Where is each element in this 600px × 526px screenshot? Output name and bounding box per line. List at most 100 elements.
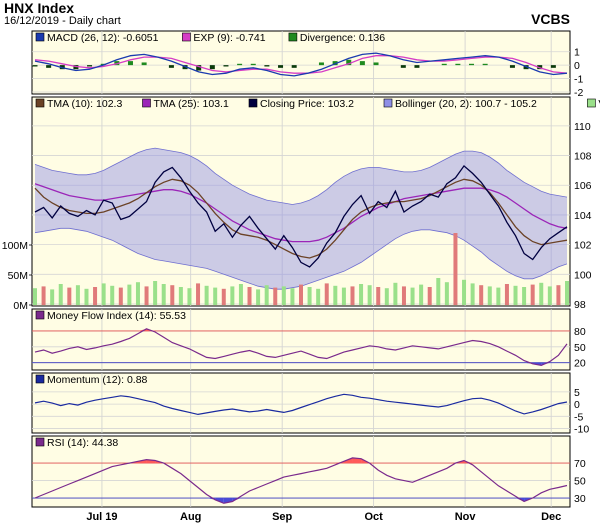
tma25-line [34, 183, 568, 243]
chart-subtitle: 16/12/2019 - Daily chart [4, 15, 121, 27]
volume-bar-16 [170, 285, 175, 305]
volume-bar-18 [187, 288, 192, 305]
panel-frame-1 [31, 96, 571, 307]
legend-label-1-3: Bollinger (20, 2): 100.7 - 105.2 [395, 98, 537, 110]
divergence-bar-0 [32, 65, 38, 67]
legend-swatch-0-2 [288, 32, 298, 42]
divergence-bar-15 [237, 63, 243, 66]
volume-bar-55 [504, 284, 509, 305]
volume-bar-23 [230, 286, 235, 305]
volume-bar-62 [565, 281, 569, 305]
volume-bar-7 [93, 287, 98, 305]
overbought-fill-4-38 [352, 457, 362, 464]
ytick-label-1-0: 110 [574, 121, 591, 133]
volume-bar-42 [393, 282, 398, 305]
volume-bar-31 [299, 284, 303, 305]
divergence-bar-27 [400, 65, 406, 68]
volume-bar-17 [178, 287, 183, 305]
divergence-bar-24 [359, 61, 365, 66]
volume-bar-28 [273, 287, 278, 305]
volume-bar-0 [33, 288, 37, 305]
legend-label-2-0: Money Flow Index (14): 55.53 [47, 310, 186, 322]
volume-bar-53 [487, 286, 492, 305]
divergence-bar-28 [414, 65, 420, 68]
x-tick-label-4: Nov [455, 511, 477, 523]
divergence-bar-10 [168, 65, 174, 68]
volume-bar-3 [58, 284, 63, 305]
volume-bar-39 [367, 285, 372, 305]
ytick-label-1-1: 108 [574, 151, 592, 163]
volume-bar-21 [213, 287, 218, 305]
legend-swatch-1-1 [142, 98, 151, 108]
volume-bar-50 [462, 279, 467, 305]
ytick-label-2-0: 80 [574, 326, 586, 338]
volume-bar-1 [41, 286, 46, 305]
ytick-label-2-1: 50 [574, 342, 586, 354]
ytick-label-0-1: 0 [574, 60, 580, 72]
vol-tick-label-1: 50M [8, 270, 28, 282]
divergence-bar-35 [509, 65, 515, 68]
ytick-label-0-0: 1 [574, 47, 580, 59]
volume-bar-40 [376, 287, 381, 305]
ytick-label-0-3: -2 [574, 87, 583, 99]
broker-label: VCBS [531, 11, 570, 27]
volume-bar-45 [419, 284, 424, 305]
ytick-label-1-6: 98 [574, 299, 586, 311]
legend-swatch-1-3 [383, 98, 393, 108]
divergence-bar-30 [441, 63, 447, 66]
volume-bar-41 [384, 288, 389, 305]
bollinger-band [35, 148, 567, 290]
volume-bar-4 [67, 287, 72, 305]
volume-bar-61 [556, 285, 561, 305]
volume-bar-26 [256, 289, 261, 305]
divergence-bar-1 [46, 65, 52, 68]
volume-bar-43 [401, 286, 406, 305]
volume-bar-24 [238, 284, 243, 305]
x-tick-label-3: Oct [364, 511, 383, 523]
legend-swatch-2-0 [35, 310, 45, 320]
ytick-label-1-3: 104 [574, 210, 592, 222]
volume-bar-37 [350, 286, 355, 305]
divergence-bar-33 [482, 63, 488, 66]
volume-bar-8 [101, 283, 106, 305]
panel-frame-3 [31, 372, 571, 434]
overbought-fill-4-51 [464, 460, 473, 464]
volume-bar-29 [281, 286, 286, 305]
volume-bar-33 [316, 288, 321, 305]
divergence-bar-21 [318, 62, 324, 66]
legend-label-3-0: Momentum (12): 0.88 [47, 374, 148, 386]
divergence-bar-18 [278, 65, 284, 68]
volume-bar-25 [247, 287, 252, 305]
legend-label-1-0: TMA (10): 102.3 [47, 98, 122, 110]
volume-bar-5 [75, 285, 80, 305]
divergence-bar-13 [209, 65, 215, 70]
panel-frame-2 [31, 308, 571, 371]
divergence-bar-17 [264, 65, 270, 67]
x-tick-label-5: Dec [541, 511, 561, 523]
volume-bar-52 [479, 285, 484, 305]
legend-swatch-1-4 [587, 98, 596, 108]
volume-bar-59 [539, 282, 544, 305]
legend-swatch-0-0 [35, 32, 45, 42]
ytick-label-1-4: 102 [574, 240, 592, 252]
volume-bar-60 [547, 286, 552, 305]
volume-bar-34 [324, 283, 329, 305]
volume-bar-27 [264, 285, 269, 305]
ytick-label-3-2: -5 [574, 411, 583, 423]
volume-bar-35 [333, 285, 338, 305]
macd-line [34, 52, 568, 77]
volume-bar-32 [307, 287, 312, 305]
legend-label-0-2: Divergence: 0.136 [300, 32, 385, 44]
rsi-line [34, 457, 568, 504]
bollinger-upper-line [34, 147, 568, 205]
divergence-bar-31 [455, 63, 461, 66]
divergence-bar-12 [196, 65, 202, 71]
ytick-label-3-0: 5 [574, 387, 580, 399]
divergence-bar-23 [346, 59, 352, 66]
ytick-label-4-1: 50 [574, 476, 586, 488]
volume-bar-57 [522, 287, 527, 305]
divergence-bar-32 [469, 63, 475, 66]
volume-bar-49 [453, 233, 458, 305]
volume-bar-13 [144, 286, 149, 305]
volume-bar-47 [436, 278, 441, 305]
